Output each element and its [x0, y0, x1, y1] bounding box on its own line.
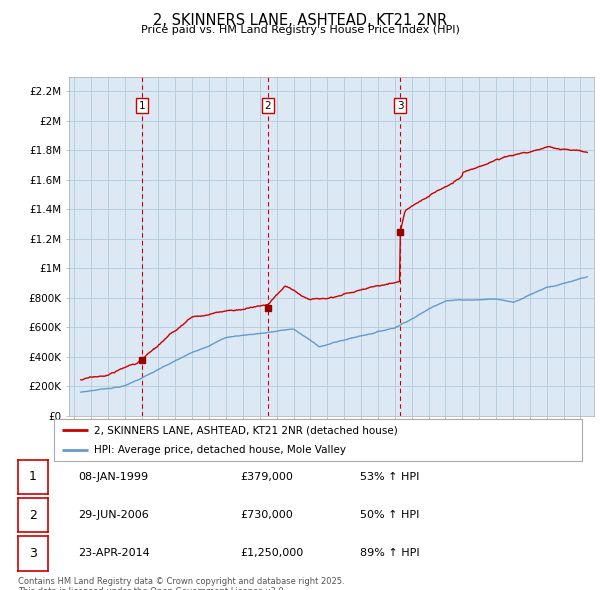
Text: HPI: Average price, detached house, Mole Valley: HPI: Average price, detached house, Mole… [94, 445, 346, 455]
Text: Contains HM Land Registry data © Crown copyright and database right 2025.
This d: Contains HM Land Registry data © Crown c… [18, 577, 344, 590]
Text: 2, SKINNERS LANE, ASHTEAD, KT21 2NR: 2, SKINNERS LANE, ASHTEAD, KT21 2NR [153, 13, 447, 28]
Text: 3: 3 [29, 547, 37, 560]
Text: Price paid vs. HM Land Registry's House Price Index (HPI): Price paid vs. HM Land Registry's House … [140, 25, 460, 35]
Text: 50% ↑ HPI: 50% ↑ HPI [360, 510, 419, 520]
Text: 2: 2 [265, 100, 271, 110]
Text: 23-APR-2014: 23-APR-2014 [78, 549, 150, 558]
Text: 89% ↑ HPI: 89% ↑ HPI [360, 549, 419, 558]
Text: 3: 3 [397, 100, 403, 110]
Text: 2: 2 [29, 509, 37, 522]
Text: 08-JAN-1999: 08-JAN-1999 [78, 472, 148, 481]
Text: 1: 1 [29, 470, 37, 483]
Text: 29-JUN-2006: 29-JUN-2006 [78, 510, 149, 520]
Text: 53% ↑ HPI: 53% ↑ HPI [360, 472, 419, 481]
Text: £379,000: £379,000 [240, 472, 293, 481]
Text: £1,250,000: £1,250,000 [240, 549, 303, 558]
Text: £730,000: £730,000 [240, 510, 293, 520]
Text: 2, SKINNERS LANE, ASHTEAD, KT21 2NR (detached house): 2, SKINNERS LANE, ASHTEAD, KT21 2NR (det… [94, 425, 397, 435]
Text: 1: 1 [139, 100, 145, 110]
